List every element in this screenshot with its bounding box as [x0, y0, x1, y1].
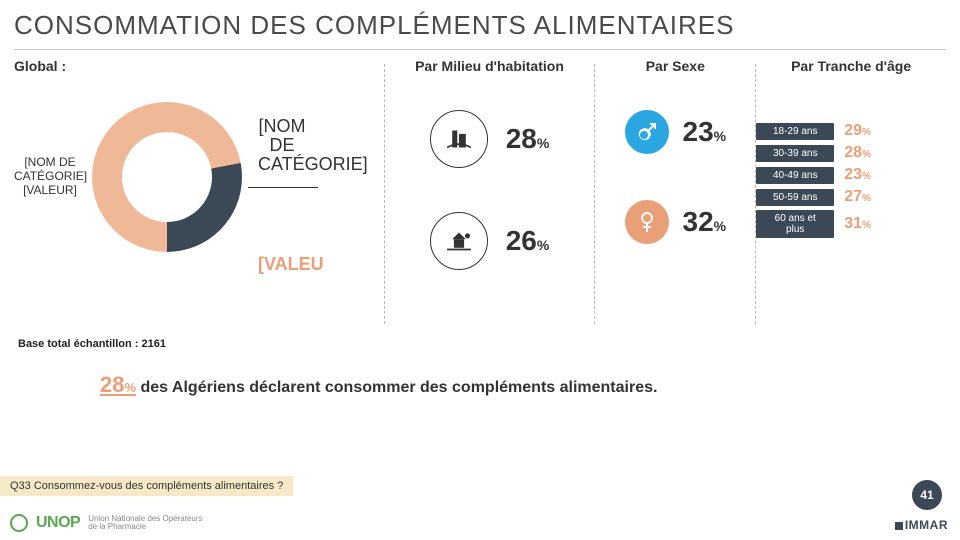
male-value: 23%	[683, 116, 727, 148]
male-icon	[625, 110, 669, 154]
question-box: Q33 Consommez-vous des compléments alime…	[0, 476, 293, 496]
unop-icon	[10, 514, 28, 532]
page-number: 41	[912, 480, 942, 510]
age-label: 40-49 ans	[756, 167, 834, 184]
sexe-male-row: 23%	[595, 110, 755, 154]
urban-value: 28%	[506, 123, 550, 155]
footer-logo: UNOP Union Nationale des Opérateurs de l…	[10, 514, 208, 532]
donut-side-val: [VALEUR]	[14, 184, 86, 198]
callout-line	[248, 187, 318, 188]
callout-val: [VALEU	[258, 255, 306, 274]
section-title-sexe: Par Sexe	[595, 58, 755, 74]
age-row: 18-29 ans 29%	[756, 122, 946, 140]
rural-area-icon	[430, 212, 488, 270]
donut-side-cat: [NOM DE CATÉGORIE]	[14, 156, 86, 184]
rural-value: 26%	[506, 225, 550, 257]
unop-subtitle: Union Nationale des Opérateurs de la Pha…	[88, 515, 208, 532]
col-global: Global : [NOM DE CATÉGORIE] [VALEUR] [NO…	[14, 58, 384, 324]
age-value: 31%	[844, 215, 871, 233]
age-value: 29%	[844, 122, 871, 140]
headline-wrap: 28% des Algériens déclarent consommer de…	[0, 350, 960, 398]
unop-text: UNOP	[36, 514, 80, 532]
donut-side-label: [NOM DE CATÉGORIE] [VALEUR]	[14, 156, 86, 197]
section-title-global: Global :	[14, 58, 384, 74]
age-row: 30-39 ans 28%	[756, 144, 946, 162]
page-title: CONSOMMATION DES COMPLÉMENTS ALIMENTAIRE…	[0, 0, 960, 49]
col-sexe: Par Sexe 23% 32%	[595, 58, 755, 324]
section-title-age: Par Tranche d'âge	[756, 58, 946, 74]
urban-area-icon	[430, 110, 488, 168]
columns: Global : [NOM DE CATÉGORIE] [VALEUR] [NO…	[0, 50, 960, 324]
section-title-milieu: Par Milieu d'habitation	[385, 58, 595, 74]
brand-immar: IMMAR	[895, 518, 948, 532]
age-row: 40-49 ans 23%	[756, 166, 946, 184]
age-value: 27%	[844, 188, 871, 206]
sexe-female-row: 32%	[595, 200, 755, 244]
age-label: 50-59 ans	[756, 189, 834, 206]
donut-chart	[92, 102, 242, 252]
callout-cat: [NOM DE CATÉGORIE]	[258, 117, 306, 174]
age-label: 18-29 ans	[756, 123, 834, 140]
col-age: Par Tranche d'âge 18-29 ans 29% 30-39 ans 2…	[756, 58, 946, 324]
headline-text: des Algériens déclarent consommer des co…	[141, 379, 658, 396]
milieu-rural-row: 26%	[385, 212, 595, 270]
base-text: Base total échantillon : 2161	[0, 324, 960, 350]
global-wrap: [NOM DE CATÉGORIE] [VALEUR] [NOM DE CATÉ…	[14, 102, 384, 252]
age-row: 60 ans et plus 31%	[756, 210, 946, 238]
female-icon	[625, 200, 669, 244]
age-value: 28%	[844, 144, 871, 162]
age-label: 60 ans et plus	[756, 210, 834, 238]
female-value: 32%	[683, 206, 727, 238]
age-label: 30-39 ans	[756, 145, 834, 162]
age-table: 18-29 ans 29% 30-39 ans 28% 40-49 ans 23% 50-5…	[756, 118, 946, 242]
donut-hole	[122, 132, 212, 222]
age-value: 23%	[844, 166, 871, 184]
age-row: 50-59 ans 27%	[756, 188, 946, 206]
milieu-urban-row: 28%	[385, 110, 595, 168]
col-milieu: Par Milieu d'habitation 28% 26%	[385, 58, 595, 324]
headline-value: 28%	[100, 372, 136, 397]
